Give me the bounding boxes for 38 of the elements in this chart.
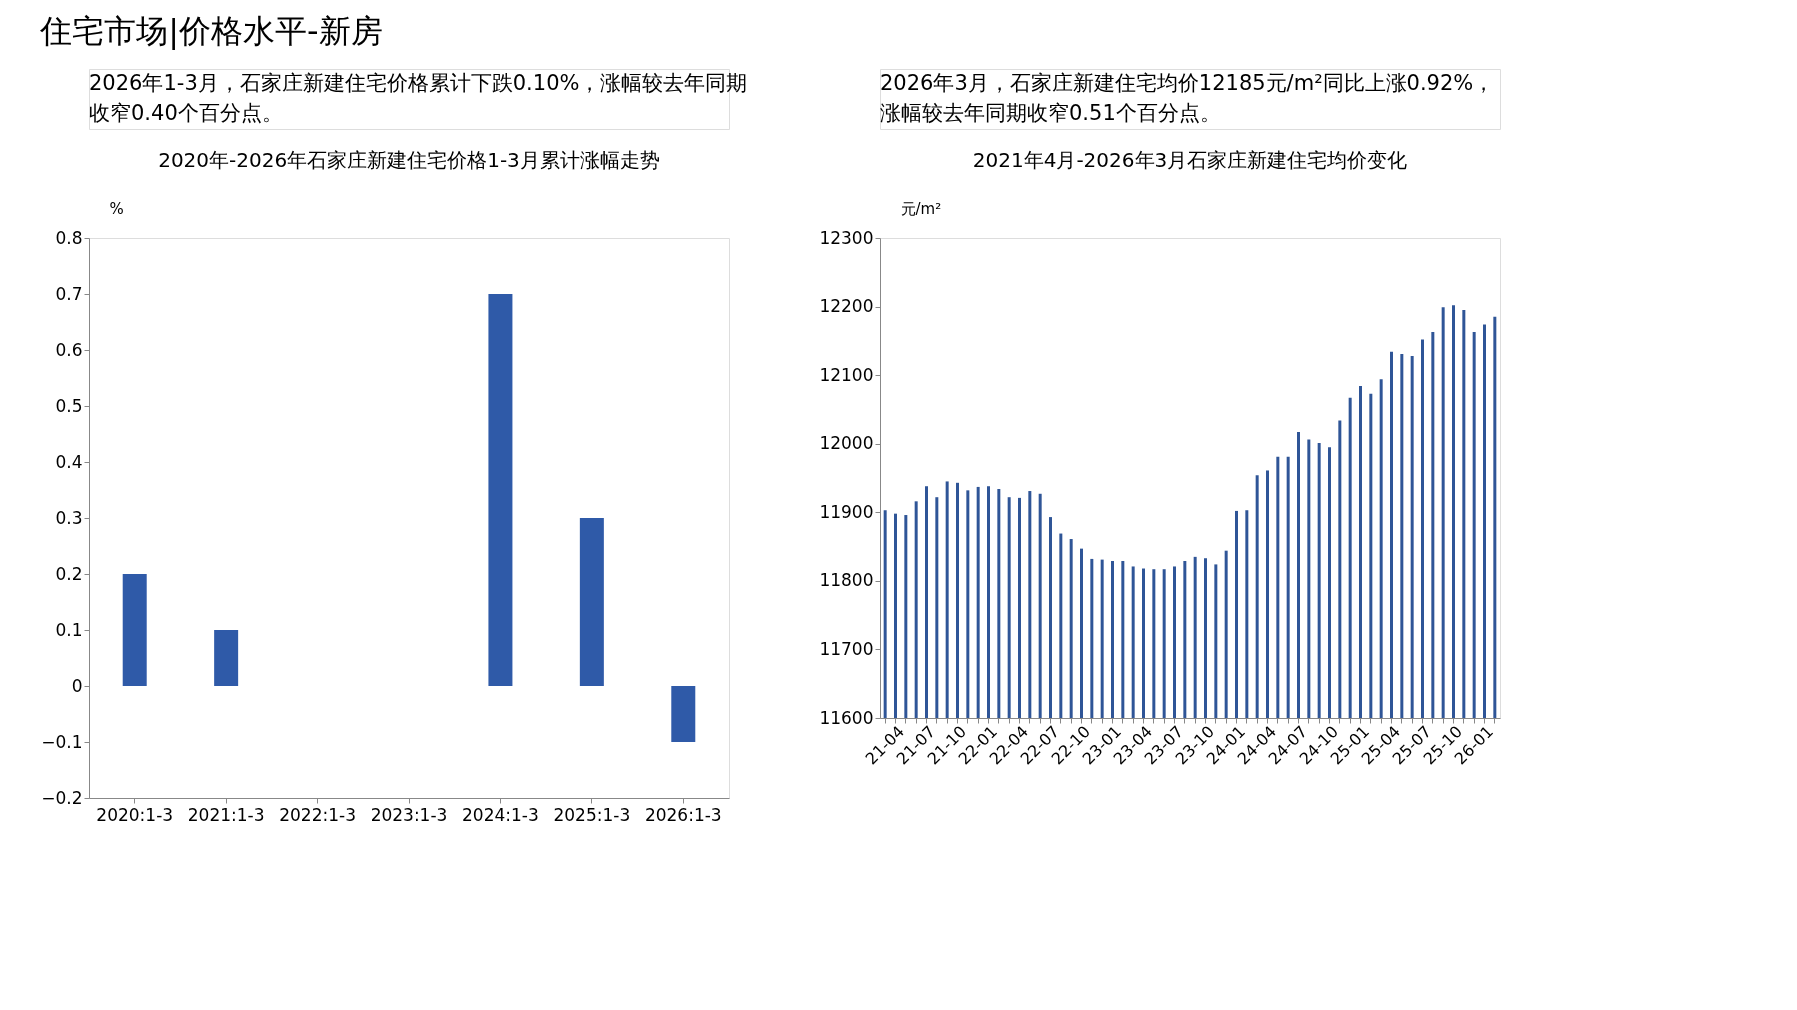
y-tick-label: −0.1	[41, 731, 83, 752]
y-tick-label: 0.6	[55, 339, 83, 360]
y-tick-label: 11800	[819, 570, 874, 591]
y-tick-label: 11600	[819, 707, 874, 728]
y-tick-label: 0.4	[55, 451, 83, 472]
y-axis-title: %	[109, 199, 124, 218]
bar	[488, 294, 513, 686]
y-tick-label: 0.2	[55, 563, 83, 584]
x-tick-label: 2026:1-3	[644, 804, 722, 825]
y-tick-label: 0.7	[55, 283, 83, 304]
text: 住宅市场|价格水平-新房	[39, 11, 383, 50]
y-tick-label: 12100	[819, 364, 874, 385]
bar	[579, 518, 604, 686]
y-tick-label: −0.2	[41, 787, 83, 808]
y-axis-title: 元/m²	[900, 199, 942, 218]
chart-title: 2021年4月-2026年3月石家庄新建住宅均价变化	[972, 148, 1408, 172]
x-tick-label: 2020:1-3	[96, 804, 174, 825]
y-tick-label: 11700	[819, 638, 874, 659]
y-tick-label: 12200	[819, 296, 874, 317]
x-tick-label: 2022:1-3	[279, 804, 356, 825]
x-tick-label: 2025:1-3	[553, 804, 631, 825]
chart-subtitle: 2026年1-3月，石家庄新建住宅价格累计下跌0.10%，涨幅较去年同期收窄0.40个百分点。	[89, 71, 748, 125]
bar	[214, 630, 239, 686]
x-tick-label: 2021:1-3	[187, 804, 265, 825]
bar	[122, 574, 147, 686]
y-tick-label: 0.3	[55, 507, 83, 528]
y-tick-label: 0.8	[55, 227, 83, 248]
y-tick-label: 12000	[819, 433, 874, 454]
y-tick-label: 0.1	[55, 619, 83, 640]
y-tick-label: 11900	[819, 501, 874, 522]
chart-title: 2020年-2026年石家庄新建住宅价格1-3月累计涨幅走势	[158, 148, 660, 172]
x-tick-label: 2024:1-3	[462, 804, 539, 825]
x-tick-label: 2023:1-3	[370, 804, 448, 825]
y-tick-label: 12300	[819, 227, 874, 248]
chart-subtitle: 2026年3月，石家庄新建住宅均价12185元/m²同比上涨0.92%，涨幅较去年同期收窄0.51个百分点。	[880, 71, 1495, 125]
y-tick-label: 0.5	[55, 395, 83, 416]
y-tick-label: 0	[71, 675, 83, 696]
bar	[671, 686, 696, 742]
